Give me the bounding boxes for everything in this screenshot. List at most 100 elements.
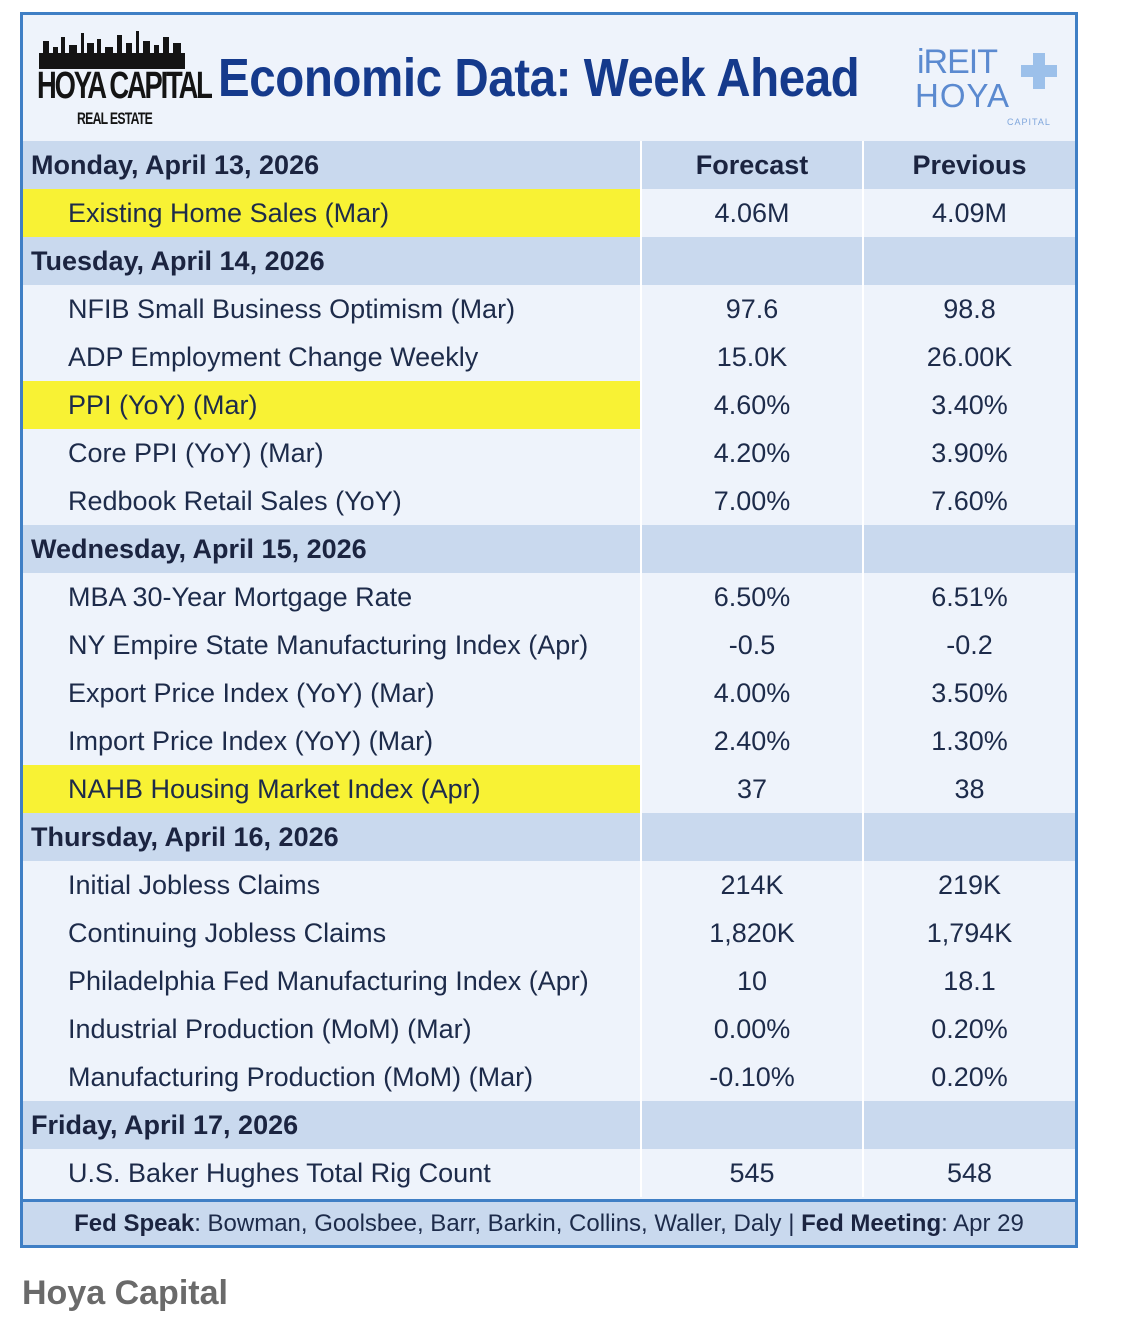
forecast-value: -0.5 <box>640 621 864 669</box>
previous-column-spacer <box>863 525 1075 573</box>
indicator-name: Import Price Index (YoY) (Mar) <box>23 717 641 765</box>
forecast-value: 37 <box>640 765 864 813</box>
table-row: NFIB Small Business Optimism (Mar) 97.6 98… <box>23 285 1075 333</box>
table-row: Industrial Production (MoM) (Mar) 0.00% 0.… <box>23 1005 1075 1053</box>
ireit-hoya-logo: iREIT HOYA CAPITAL <box>911 43 1061 127</box>
previous-value: 219K <box>863 861 1075 909</box>
economic-calendar-card: HOYA CAPITAL REAL ESTATE Economic Data: … <box>20 12 1078 1248</box>
previous-value: 18.1 <box>863 957 1075 1005</box>
day-header-row: Thursday, April 16, 2026 <box>23 813 1075 861</box>
table-row: Redbook Retail Sales (YoY) 7.00% 7.60% <box>23 477 1075 525</box>
day-header-row: Friday, April 17, 2026 <box>23 1101 1075 1149</box>
forecast-value: 10 <box>640 957 864 1005</box>
day-header-row: Monday, April 13, 2026 Forecast Previous <box>23 141 1075 189</box>
table-row: U.S. Baker Hughes Total Rig Count 545 548 <box>23 1149 1075 1197</box>
day-header-row: Wednesday, April 15, 2026 <box>23 525 1075 573</box>
previous-value: 38 <box>863 765 1075 813</box>
highlighted-indicator-name: NAHB Housing Market Index (Apr) <box>23 765 641 813</box>
highlighted-indicator-name: PPI (YoY) (Mar) <box>23 381 641 429</box>
brand-right-bottom: HOYA <box>915 77 1011 114</box>
table-row: Core PPI (YoY) (Mar) 4.20% 3.90% <box>23 429 1075 477</box>
brand-left-sub: REAL ESTATE <box>77 109 153 128</box>
fed-speak-label: Fed Speak <box>74 1210 195 1237</box>
fed-footer: Fed Speak: Bowman, Goolsbee, Barr, Barki… <box>23 1199 1075 1245</box>
header: HOYA CAPITAL REAL ESTATE Economic Data: … <box>23 15 1075 141</box>
indicator-name: Continuing Jobless Claims <box>23 909 641 957</box>
previous-column-spacer <box>863 813 1075 861</box>
forecast-value: 214K <box>640 861 864 909</box>
previous-value: 7.60% <box>863 477 1075 525</box>
indicator-name: U.S. Baker Hughes Total Rig Count <box>23 1149 641 1197</box>
forecast-column-spacer <box>640 237 864 285</box>
forecast-value: 97.6 <box>640 285 864 333</box>
forecast-value: 1,820K <box>640 909 864 957</box>
fed-meeting-value: : Apr 29 <box>941 1210 1024 1237</box>
forecast-value: 4.20% <box>640 429 864 477</box>
previous-column-spacer <box>863 237 1075 285</box>
fed-meeting-label: Fed Meeting <box>801 1210 942 1237</box>
day-label: Monday, April 13, 2026 <box>23 141 641 189</box>
day-header-row: Tuesday, April 14, 2026 <box>23 237 1075 285</box>
indicator-name: NFIB Small Business Optimism (Mar) <box>23 285 641 333</box>
brand-right-sub: CAPITAL <box>1007 117 1051 127</box>
highlighted-indicator-name: Existing Home Sales (Mar) <box>23 189 641 237</box>
indicator-name: NY Empire State Manufacturing Index (Apr… <box>23 621 641 669</box>
forecast-value: 6.50% <box>640 573 864 621</box>
table-row: Manufacturing Production (MoM) (Mar) -0.1… <box>23 1053 1075 1101</box>
forecast-value: 2.40% <box>640 717 864 765</box>
previous-value: 1,794K <box>863 909 1075 957</box>
forecast-column-header: Forecast <box>640 141 864 189</box>
previous-column-spacer <box>863 1101 1075 1149</box>
table-row: Philadelphia Fed Manufacturing Index (Ap… <box>23 957 1075 1005</box>
table-row: MBA 30-Year Mortgage Rate 6.50% 6.51% <box>23 573 1075 621</box>
day-label: Thursday, April 16, 2026 <box>23 813 641 861</box>
table-row: Export Price Index (YoY) (Mar) 4.00% 3.50% <box>23 669 1075 717</box>
previous-value: 0.20% <box>863 1005 1075 1053</box>
fed-speak-value: : Bowman, Goolsbee, Barr, Barkin, Collin… <box>194 1210 802 1237</box>
forecast-column-spacer <box>640 1101 864 1149</box>
hoya-capital-logo: HOYA CAPITAL REAL ESTATE <box>37 29 213 133</box>
previous-column-header: Previous <box>863 141 1075 189</box>
previous-value: 6.51% <box>863 573 1075 621</box>
brand-left-name: HOYA CAPITAL <box>37 65 213 107</box>
forecast-value: 15.0K <box>640 333 864 381</box>
previous-value: 548 <box>863 1149 1075 1197</box>
indicator-name: Philadelphia Fed Manufacturing Index (Ap… <box>23 957 641 1005</box>
table-row: Import Price Index (YoY) (Mar) 2.40% 1.30% <box>23 717 1075 765</box>
indicator-name: Manufacturing Production (MoM) (Mar) <box>23 1053 641 1101</box>
brand-right-top: iREIT <box>917 43 998 81</box>
previous-value: 98.8 <box>863 285 1075 333</box>
page-title: Economic Data: Week Ahead <box>218 48 860 108</box>
previous-value: 26.00K <box>863 333 1075 381</box>
indicator-name: Industrial Production (MoM) (Mar) <box>23 1005 641 1053</box>
table-row: NY Empire State Manufacturing Index (Apr… <box>23 621 1075 669</box>
image-caption: Hoya Capital <box>22 1274 228 1312</box>
day-label: Friday, April 17, 2026 <box>23 1101 641 1149</box>
previous-value: 3.90% <box>863 429 1075 477</box>
forecast-value: 4.06M <box>640 189 864 237</box>
indicator-name: ADP Employment Change Weekly <box>23 333 641 381</box>
previous-value: 3.40% <box>863 381 1075 429</box>
forecast-value: -0.10% <box>640 1053 864 1101</box>
table-row: ADP Employment Change Weekly 15.0K 26.00K <box>23 333 1075 381</box>
previous-value: 4.09M <box>863 189 1075 237</box>
previous-value: 3.50% <box>863 669 1075 717</box>
table-row: Continuing Jobless Claims 1,820K 1,794K <box>23 909 1075 957</box>
forecast-value: 0.00% <box>640 1005 864 1053</box>
indicator-name: Core PPI (YoY) (Mar) <box>23 429 641 477</box>
previous-value: -0.2 <box>863 621 1075 669</box>
forecast-value: 7.00% <box>640 477 864 525</box>
indicator-name: Redbook Retail Sales (YoY) <box>23 477 641 525</box>
forecast-value: 4.60% <box>640 381 864 429</box>
indicator-name: MBA 30-Year Mortgage Rate <box>23 573 641 621</box>
forecast-column-spacer <box>640 813 864 861</box>
previous-value: 1.30% <box>863 717 1075 765</box>
day-label: Tuesday, April 14, 2026 <box>23 237 641 285</box>
city-skyline-icon <box>39 31 185 69</box>
forecast-column-spacer <box>640 525 864 573</box>
table-row: Initial Jobless Claims 214K 219K <box>23 861 1075 909</box>
day-label: Wednesday, April 15, 2026 <box>23 525 641 573</box>
indicator-name: Export Price Index (YoY) (Mar) <box>23 669 641 717</box>
forecast-value: 545 <box>640 1149 864 1197</box>
table-row: NAHB Housing Market Index (Apr) 37 38 <box>23 765 1075 813</box>
